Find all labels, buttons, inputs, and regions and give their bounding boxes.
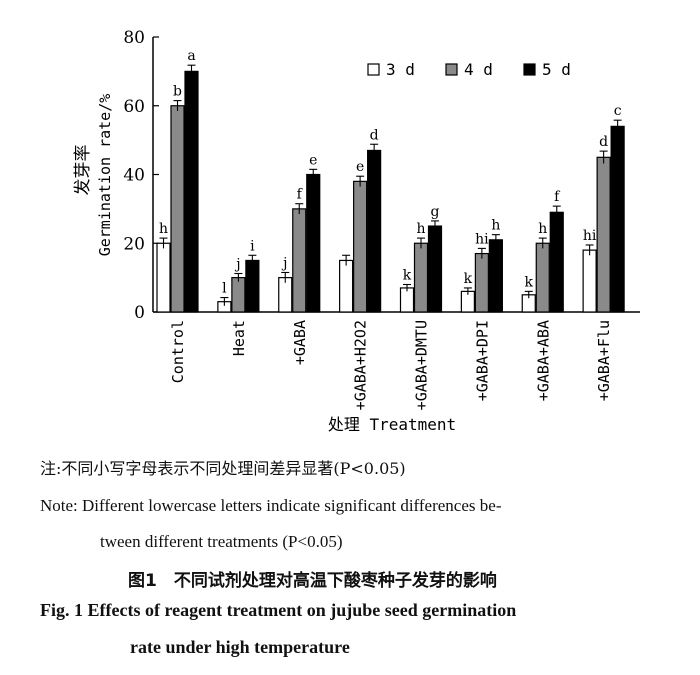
significance-letter: a (187, 48, 195, 64)
significance-letter: l (222, 281, 227, 297)
significance-letter: j (281, 255, 287, 271)
bar (596, 156, 611, 313)
bar (582, 249, 597, 313)
bar (339, 259, 354, 313)
y-tick-label: 80 (123, 28, 145, 48)
significance-letter: c (614, 103, 622, 119)
bar (170, 105, 185, 313)
bar (549, 211, 564, 313)
significance-letter: k (525, 274, 534, 290)
legend-swatch (523, 63, 536, 76)
note-cn: 注:不同小写字母表示不同处理间差异显著(P<0.05) (40, 455, 406, 479)
y-tick-label: 0 (134, 303, 145, 323)
category-label: +GABA+H2O2 (352, 320, 370, 410)
significance-letter: e (356, 159, 364, 175)
y-axis-label-en: Germination rate/% (96, 94, 114, 257)
chart-bars: hbaControlljiHeatjfe+GABAed+GABA+H2O2khg… (156, 48, 625, 410)
y-tick-label: 60 (123, 97, 145, 117)
figure-caption-en-line1: Fig. 1 Effects of reagent treatment on j… (40, 600, 517, 620)
significance-letter: hi (583, 228, 597, 244)
significance-letter: h (491, 218, 500, 234)
significance-letter: f (297, 187, 304, 203)
significance-letter: g (431, 204, 440, 220)
significance-letter: d (599, 134, 608, 150)
chart-legend: 3 d 4 d 5 d (367, 60, 571, 79)
y-tick-label: 40 (123, 166, 145, 186)
bar (610, 125, 625, 313)
legend-swatch (445, 63, 458, 76)
bar (488, 239, 503, 313)
significance-letter: b (173, 84, 182, 100)
note-en-line2: tween different treatments (P<0.05) (100, 532, 343, 551)
y-tick-label: 20 (123, 234, 145, 254)
significance-letter: hi (475, 231, 489, 247)
legend-label: 5 d (542, 60, 571, 79)
y-axis-label-cn: 发芽率 (73, 145, 93, 196)
category-label: Heat (230, 320, 248, 356)
legend-label: 4 d (464, 60, 493, 79)
significance-letter: k (403, 268, 412, 284)
bar (184, 70, 199, 313)
significance-letter: k (464, 271, 473, 287)
legend-swatch (367, 63, 380, 76)
figure-caption-en-line2: rate under high temperature (130, 637, 350, 657)
significance-letter: h (538, 221, 547, 237)
significance-letter: h (159, 221, 168, 237)
bar (474, 252, 489, 313)
significance-letter: j (234, 257, 240, 273)
category-label: Control (169, 320, 187, 383)
bar (367, 149, 382, 313)
category-label: +GABA+ABA (534, 320, 552, 401)
category-label: +GABA+DPI (473, 320, 491, 401)
note-en-line1: Note: Different lowercase letters indica… (40, 496, 502, 515)
category-label: +GABA+Flu (595, 320, 613, 401)
x-axis-label: 处理 Treatment (328, 415, 456, 434)
category-label: +GABA+DMTU (413, 320, 431, 410)
note-cn-text: 注:不同小写字母表示不同处理间差异显著(P<0.05) (40, 459, 406, 478)
bar (231, 277, 246, 313)
legend-label: 3 d (386, 60, 415, 79)
category-label: +GABA (291, 320, 309, 365)
bar (292, 208, 307, 313)
significance-letter: d (370, 127, 379, 143)
bar (535, 242, 550, 313)
bar (413, 242, 429, 313)
bar (353, 180, 368, 313)
significance-letter: h (416, 221, 425, 237)
bar (156, 242, 171, 313)
bar (245, 259, 260, 313)
bar (306, 173, 321, 313)
bar (399, 287, 415, 313)
bar (427, 225, 443, 313)
figure-caption-cn: 图1 不同试剂处理对高温下酸枣种子发芽的影响 (128, 571, 497, 591)
significance-letter: i (250, 238, 255, 254)
significance-letter: e (309, 152, 317, 168)
significance-letter: f (554, 189, 561, 205)
